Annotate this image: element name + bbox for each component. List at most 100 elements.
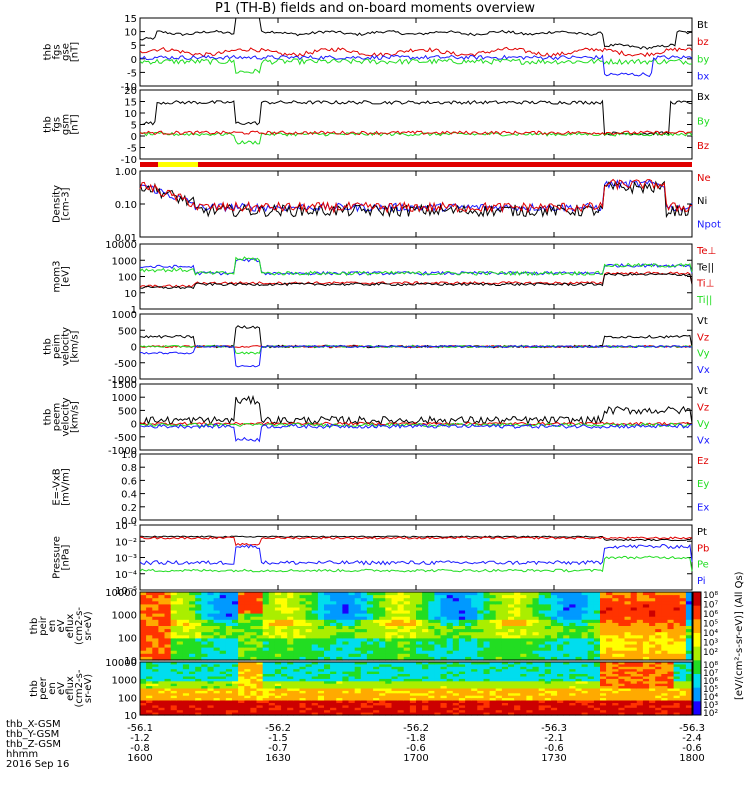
spec-cell xyxy=(140,650,147,655)
spec-cell xyxy=(673,688,681,692)
spec-cell xyxy=(655,650,662,655)
spec-cell xyxy=(213,592,221,596)
spec-cell xyxy=(526,712,534,716)
spec-cell xyxy=(158,674,166,677)
spec-cell xyxy=(452,604,460,609)
spec-cell xyxy=(673,693,681,697)
footer-y_gsm: -1.5 xyxy=(268,733,288,744)
spec-cell xyxy=(238,629,245,633)
spec-cell xyxy=(317,604,325,609)
spec-cell xyxy=(489,629,497,633)
spec-cell xyxy=(213,678,221,682)
spec-cell xyxy=(354,650,362,655)
spec-cell xyxy=(403,705,411,709)
spec-cell xyxy=(305,688,313,692)
spec-cell xyxy=(182,650,190,655)
spec-cell xyxy=(348,601,356,605)
spec-cell xyxy=(630,681,638,685)
spec-cell xyxy=(587,635,595,639)
trace-Bt xyxy=(139,17,693,50)
spec-cell xyxy=(225,641,233,646)
spec-cell xyxy=(514,647,521,652)
spec-cell xyxy=(661,647,668,652)
spec-cell xyxy=(600,595,607,599)
spec-cell xyxy=(593,650,601,655)
spec-cell xyxy=(489,690,497,694)
spec-cell xyxy=(477,613,484,618)
spec-cell xyxy=(428,705,435,709)
spec-cell xyxy=(330,601,337,605)
spec-cell xyxy=(281,629,288,633)
spec-cell xyxy=(182,632,190,636)
spec-cell xyxy=(649,616,656,621)
spec-cell xyxy=(366,595,374,599)
spec-cell xyxy=(354,703,362,706)
spec-cell xyxy=(391,681,399,685)
spec-cell xyxy=(422,664,429,668)
spec-cell xyxy=(207,676,215,680)
spec-cell xyxy=(416,712,423,716)
spec-cell xyxy=(575,695,583,699)
spec-cell xyxy=(520,641,527,646)
spec-cell xyxy=(268,666,276,670)
spec-cell xyxy=(501,693,509,697)
spec-cell xyxy=(636,601,644,605)
spec-cell xyxy=(324,626,331,630)
legend-peem-Vz: Vz xyxy=(697,403,709,414)
spec-cell xyxy=(600,710,607,714)
spec-cell xyxy=(195,638,202,643)
spec-cell xyxy=(373,683,380,687)
spec-cell xyxy=(477,690,484,694)
spec-cell xyxy=(422,644,429,649)
spec-cell xyxy=(422,626,429,630)
spec-cell xyxy=(293,705,300,709)
spec-cell xyxy=(544,695,552,699)
spec-cell xyxy=(458,641,466,646)
spec-cell xyxy=(397,610,405,615)
spec-cell xyxy=(575,676,583,680)
spec-cell xyxy=(416,681,423,685)
spec-cell xyxy=(569,598,576,602)
spec-cell xyxy=(232,671,239,675)
spec-cell xyxy=(593,638,601,643)
spec-cell xyxy=(477,671,484,675)
spec-cell xyxy=(170,619,178,624)
spec-cell xyxy=(397,616,405,621)
spec-cell xyxy=(274,700,282,704)
spec-cell xyxy=(176,635,184,639)
spec-cell xyxy=(618,700,626,704)
spec-cell xyxy=(587,619,595,624)
spec-cell xyxy=(416,644,423,649)
spec-cell xyxy=(299,686,307,690)
spec-cell xyxy=(379,698,386,702)
spec-cell xyxy=(244,671,251,675)
spec-cell xyxy=(311,710,319,714)
ylabel-temp: mom3[eV] xyxy=(52,261,72,293)
spec-cell xyxy=(238,610,245,615)
spec-cell xyxy=(152,676,159,680)
ylabel-line: velocity xyxy=(61,397,72,436)
spec-cell xyxy=(563,700,570,704)
spec-cell xyxy=(238,666,245,670)
spec-cell xyxy=(189,676,196,680)
spec-cell xyxy=(317,592,325,596)
spec-cell xyxy=(164,650,172,655)
spec-cell xyxy=(416,698,423,702)
trace-Pi xyxy=(139,543,693,566)
spec-cell xyxy=(606,669,613,673)
spec-cell xyxy=(140,678,147,682)
spec-cell xyxy=(397,647,405,652)
spec-cell xyxy=(667,595,675,599)
spec-cell xyxy=(213,656,221,661)
spec-cell xyxy=(520,662,527,665)
spec-cell xyxy=(348,641,356,646)
spec-cell xyxy=(293,626,300,630)
spec-cell xyxy=(550,676,558,680)
spec-cell xyxy=(195,641,202,646)
spec-cell xyxy=(624,619,632,624)
spec-cell xyxy=(232,664,239,668)
spec-cell xyxy=(685,666,693,670)
spec-cell xyxy=(624,653,632,658)
spec-cell xyxy=(385,710,392,714)
spec-cell xyxy=(225,616,233,621)
